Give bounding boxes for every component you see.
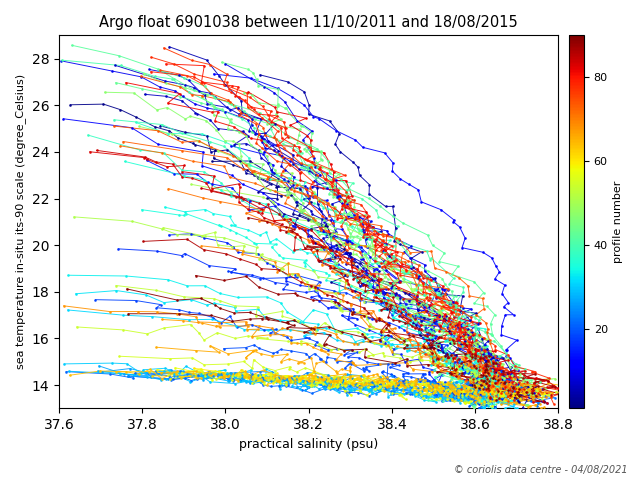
Text: © coriolis data centre - 04/08/2021: © coriolis data centre - 04/08/2021 [454,465,627,475]
Y-axis label: sea temperature in-situ its-90 scale (degree_Celsius): sea temperature in-situ its-90 scale (de… [15,74,26,370]
Title: Argo float 6901038 between 11/10/2011 and 18/08/2015: Argo float 6901038 between 11/10/2011 an… [99,15,518,30]
Y-axis label: profile number: profile number [613,180,623,263]
X-axis label: practical salinity (psu): practical salinity (psu) [239,438,378,451]
